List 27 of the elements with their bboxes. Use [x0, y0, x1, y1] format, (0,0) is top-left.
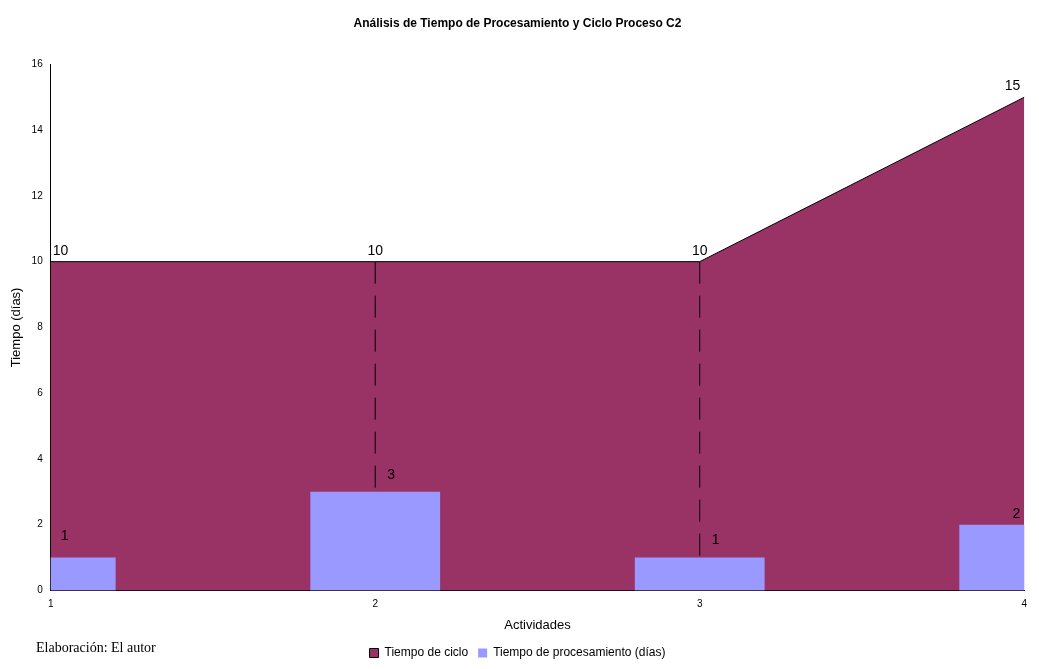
x-axis-title: Actividades — [504, 616, 572, 632]
y-tick-label: 0 — [37, 584, 44, 596]
y-tick-label: 4 — [37, 452, 44, 464]
legend-label: Tiempo de ciclo — [384, 645, 469, 660]
x-tick-label: 4 — [1021, 598, 1028, 610]
x-tick-label: 1 — [47, 598, 54, 610]
y-tick-label: 10 — [31, 255, 44, 267]
x-tick-label: 3 — [696, 598, 703, 610]
y-tick-label: 16 — [31, 58, 44, 70]
y-tick-label: 14 — [31, 123, 44, 135]
y-tick-label: 6 — [37, 386, 44, 398]
data-label: 10 — [691, 241, 708, 258]
y-tick-label: 12 — [31, 189, 44, 201]
chart-title: Análisis de Tiempo de Procesamiento y Ciclo Proceso C2 — [353, 15, 682, 30]
data-label: 1 — [60, 527, 69, 544]
data-label: 10 — [52, 241, 69, 258]
data-label: 15 — [1004, 77, 1021, 94]
data-label: 3 — [387, 465, 396, 482]
data-label: 2 — [1012, 504, 1021, 521]
data-label: 1 — [711, 531, 720, 548]
y-axis-title: Tiempo (días) — [8, 287, 24, 368]
legend-label: Tiempo de procesamiento (días) — [493, 645, 666, 660]
data-label: 10 — [367, 241, 384, 258]
y-tick-label: 8 — [37, 321, 44, 333]
text: Elaboración: El autor — [36, 640, 156, 656]
x-tick-label: 2 — [372, 598, 379, 610]
y-tick-label: 2 — [37, 518, 44, 530]
